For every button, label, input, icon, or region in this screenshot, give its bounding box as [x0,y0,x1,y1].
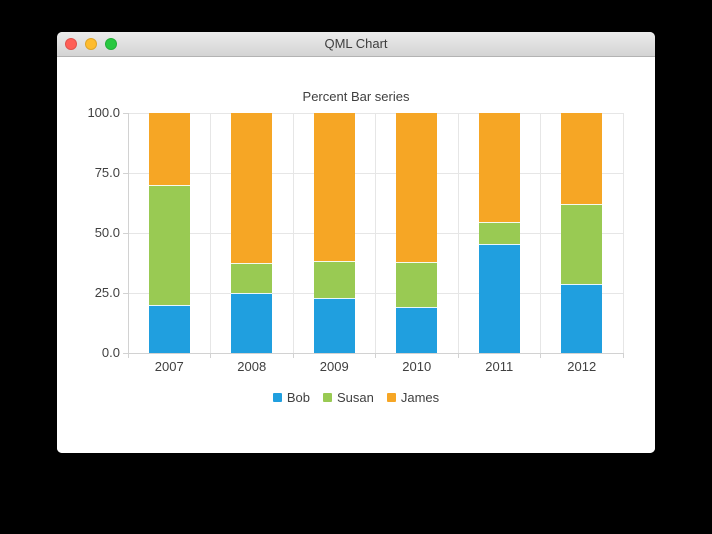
x-gridline [457,113,459,353]
traffic-lights [65,38,117,50]
y-tick [123,112,128,114]
bar-segment-bob-2012[interactable] [561,284,603,353]
y-tick [123,292,128,294]
close-button[interactable] [65,38,77,50]
bar-segment-bob-2011[interactable] [478,243,520,353]
x-axis-label: 2010 [402,359,432,374]
x-gridline [622,113,624,353]
bar-segment-susan-2008[interactable] [231,263,273,293]
bar-segment-susan-2012[interactable] [561,204,603,285]
x-axis-label: 2007 [154,359,184,374]
x-tick [127,353,129,358]
x-axis-label: 2012 [567,359,597,374]
y-axis-label: 100.0 [87,105,120,120]
chart-legend: Bob Susan James [57,390,655,405]
window-titlebar[interactable]: QML Chart [57,32,655,57]
y-axis-label: 50.0 [94,225,120,240]
legend-item-susan[interactable]: Susan [322,390,374,405]
x-gridline [540,113,541,353]
legend-item-bob[interactable]: Bob [272,390,310,405]
x-gridline [210,113,211,353]
x-tick [210,353,211,358]
y-tick [123,352,128,354]
bar-segment-susan-2009[interactable] [313,260,355,298]
x-tick [292,353,294,358]
legend-item-james[interactable]: James [386,390,440,405]
bar-segment-bob-2010[interactable] [396,307,438,353]
x-gridline [292,113,294,353]
bar-segment-bob-2009[interactable] [313,297,355,353]
bar-segment-bob-2007[interactable] [148,305,190,353]
x-axis-label: 2011 [485,359,514,374]
legend-marker-icon [272,393,282,402]
x-tick [540,353,541,358]
bar-segment-susan-2010[interactable] [396,261,438,308]
x-gridline [127,113,129,353]
x-axis-label: 2008 [237,359,267,374]
x-axis-label: 2009 [319,359,349,374]
bar-segment-susan-2007[interactable] [148,185,190,305]
x-tick [457,353,459,358]
y-axis-label: 75.0 [94,165,120,180]
bar-segment-susan-2011[interactable] [478,221,520,244]
chart-view: Percent Bar series Bob Susan James 0.0 25.0… [57,57,655,453]
y-tick [123,172,128,174]
qml-chart-window: QML Chart Percent Bar series Bob Susan Jam… [57,32,655,453]
minimize-button[interactable] [85,38,97,50]
legend-marker-icon [386,393,396,402]
bar-segment-james-2010[interactable] [396,113,438,262]
y-axis-label: 0.0 [101,345,120,360]
bar-segment-james-2009[interactable] [313,113,355,261]
bar-segment-james-2012[interactable] [561,113,603,205]
legend-label: Bob [286,390,310,405]
legend-label: James [400,390,440,405]
legend-marker-icon [322,393,332,402]
y-axis-label: 25.0 [94,285,120,300]
x-tick [622,353,624,358]
x-gridline [375,113,376,353]
bar-segment-bob-2008[interactable] [231,293,273,353]
bar-segment-james-2007[interactable] [148,113,190,185]
window-title: QML Chart [324,36,388,51]
chart-title: Percent Bar series [302,89,410,104]
x-tick [375,353,376,358]
y-tick [123,232,128,234]
legend-label: Susan [336,390,374,405]
zoom-button[interactable] [105,38,117,50]
bar-segment-james-2011[interactable] [478,113,520,222]
bar-segment-james-2008[interactable] [231,113,273,263]
